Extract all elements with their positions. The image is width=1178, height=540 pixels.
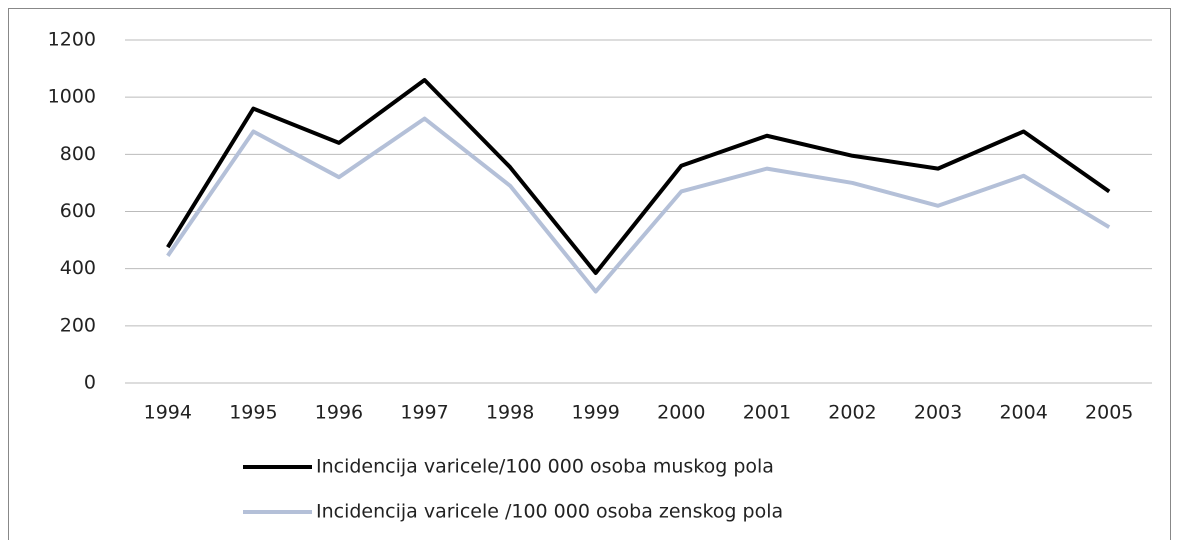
x-tick-label: 2003 [914, 402, 962, 424]
series-line [166, 116, 1111, 294]
y-tick-label: 1000 [48, 86, 96, 108]
chart-frame [8, 8, 1171, 540]
y-tick-label: 800 [60, 143, 96, 165]
x-tick-label: 2002 [828, 402, 876, 424]
legend-label: Incidencija varicele /100 000 osoba zens… [316, 501, 783, 523]
x-tick-label: 1997 [400, 402, 448, 424]
x-tick-label: 2005 [1085, 402, 1133, 424]
x-tick-label: 1998 [486, 402, 534, 424]
x-tick-label: 1995 [229, 402, 277, 424]
y-tick-label: 600 [60, 200, 96, 222]
x-tick-label: 1994 [144, 402, 192, 424]
x-tick-label: 2000 [657, 402, 705, 424]
y-tick-label: 1200 [48, 29, 96, 51]
x-tick-label: 1996 [315, 402, 363, 424]
y-tick-label: 400 [60, 257, 96, 279]
y-tick-label: 200 [60, 314, 96, 336]
x-tick-label: 1999 [572, 402, 620, 424]
x-tick-label: 2004 [999, 402, 1047, 424]
x-tick-label: 2001 [743, 402, 791, 424]
series-line [166, 78, 1111, 275]
y-tick-label: 0 [84, 372, 96, 394]
legend-label: Incidencija varicele/100 000 osoba musko… [316, 456, 774, 478]
